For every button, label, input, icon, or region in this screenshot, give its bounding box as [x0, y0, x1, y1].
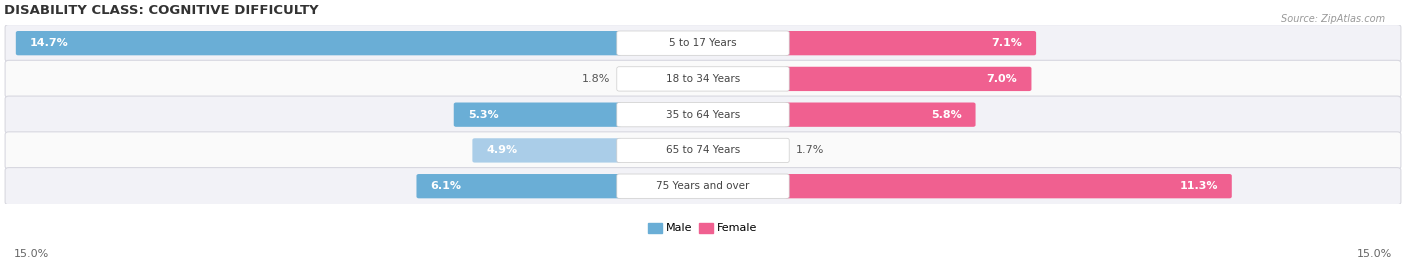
Text: 1.8%: 1.8%: [582, 74, 610, 84]
Text: 7.0%: 7.0%: [987, 74, 1018, 84]
FancyBboxPatch shape: [6, 132, 1400, 169]
FancyBboxPatch shape: [785, 174, 1232, 198]
FancyBboxPatch shape: [785, 31, 1036, 55]
Text: 6.1%: 6.1%: [430, 181, 461, 191]
FancyBboxPatch shape: [617, 67, 789, 91]
FancyBboxPatch shape: [617, 31, 789, 55]
FancyBboxPatch shape: [454, 103, 621, 127]
Text: 5.3%: 5.3%: [468, 110, 498, 120]
Text: 15.0%: 15.0%: [1357, 249, 1392, 259]
FancyBboxPatch shape: [785, 67, 1032, 91]
FancyBboxPatch shape: [15, 31, 621, 55]
Text: Source: ZipAtlas.com: Source: ZipAtlas.com: [1281, 14, 1385, 23]
Text: 65 to 74 Years: 65 to 74 Years: [666, 146, 740, 156]
FancyBboxPatch shape: [416, 174, 621, 198]
Text: 35 to 64 Years: 35 to 64 Years: [666, 110, 740, 120]
Text: 5 to 17 Years: 5 to 17 Years: [669, 38, 737, 48]
FancyBboxPatch shape: [617, 103, 789, 127]
FancyBboxPatch shape: [617, 138, 789, 163]
FancyBboxPatch shape: [6, 25, 1400, 62]
Legend: Male, Female: Male, Female: [644, 218, 762, 238]
FancyBboxPatch shape: [617, 174, 789, 198]
Text: 75 Years and over: 75 Years and over: [657, 181, 749, 191]
FancyBboxPatch shape: [6, 60, 1400, 97]
Text: 5.8%: 5.8%: [931, 110, 962, 120]
Text: 15.0%: 15.0%: [14, 249, 49, 259]
Text: 14.7%: 14.7%: [30, 38, 69, 48]
FancyBboxPatch shape: [6, 96, 1400, 133]
FancyBboxPatch shape: [472, 138, 621, 163]
Text: DISABILITY CLASS: COGNITIVE DIFFICULTY: DISABILITY CLASS: COGNITIVE DIFFICULTY: [4, 4, 319, 17]
Text: 4.9%: 4.9%: [486, 146, 517, 156]
FancyBboxPatch shape: [6, 168, 1400, 205]
Text: 7.1%: 7.1%: [991, 38, 1022, 48]
Text: 11.3%: 11.3%: [1180, 181, 1218, 191]
FancyBboxPatch shape: [785, 103, 976, 127]
Text: 18 to 34 Years: 18 to 34 Years: [666, 74, 740, 84]
Text: 1.7%: 1.7%: [796, 146, 824, 156]
